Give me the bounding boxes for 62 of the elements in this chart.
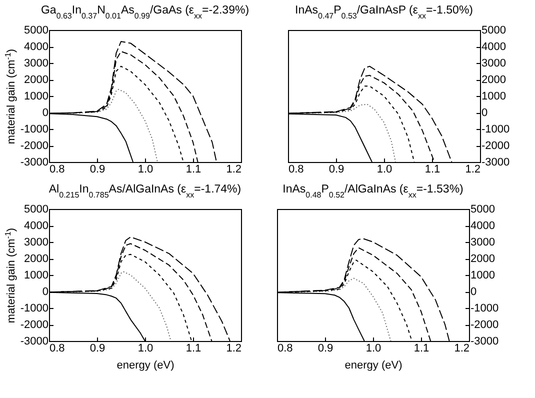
y-tick-label: 2000 (24, 74, 48, 86)
x-tick-label: 1.2 (226, 164, 242, 176)
y2-tick-label: 4000 (470, 220, 495, 232)
y-tick-label: 5000 (24, 24, 48, 36)
chart-title: InAs$_{0.47}$P$_{0.53}$/GaInAsP (ε$_{xx}$=-1.50%) (295, 4, 474, 20)
y2-tick-label: -1000 (482, 124, 510, 136)
y-tick-label: 5000 (24, 204, 48, 216)
x-tick-label: 0.8 (278, 342, 293, 354)
y2-tick-label: 1000 (470, 270, 495, 282)
x-tick-label: 1.0 (376, 164, 392, 176)
y2-tick-label: 5000 (482, 24, 506, 36)
y2-tick-label: -2000 (470, 319, 499, 331)
x-tick-label: 1.0 (366, 342, 382, 354)
y-tick-label: 4000 (24, 220, 48, 232)
y-tick-label: -2000 (20, 319, 48, 331)
y2-tick-label: -3000 (482, 156, 510, 168)
x-tick-label: 1.2 (465, 164, 480, 176)
x-tick-label: 1.1 (424, 164, 440, 176)
y-tick-label: -3000 (20, 336, 48, 348)
y-tick-label: -3000 (20, 156, 48, 168)
x-tick-label: 1.1 (186, 164, 202, 176)
x-tick-label: 1.2 (454, 342, 470, 354)
y-tick-label: 1000 (24, 90, 48, 102)
y2-tick-label: 3000 (482, 58, 506, 70)
chart-title: Al$_{0.215}$In$_{0.785}$As/AlGaInAs (ε$_{xx}$=-1.74%) (48, 184, 242, 199)
x-tick-label: 1.1 (186, 342, 202, 354)
x-axis-title: energy (eV) (116, 360, 174, 372)
y2-tick-label: 4000 (482, 41, 506, 53)
y-tick-label: 4000 (24, 41, 48, 53)
x-tick-label: 0.9 (90, 342, 106, 354)
y-tick-label: -1000 (20, 302, 48, 314)
y-tick-label: -1000 (20, 124, 48, 136)
y2-tick-label: 3000 (470, 236, 495, 248)
y-tick-label: 3000 (24, 58, 48, 70)
y2-tick-label: 2000 (482, 74, 506, 86)
x-tick-label: 0.9 (90, 164, 106, 176)
y-tick-label: 0 (42, 286, 48, 298)
y-tick-label: 3000 (24, 236, 48, 248)
chart-title: Ga$_{0.63}$In$_{0.37}$N$_{0.01}$As$_{0.99}$/GaAs (ε$_{xx}$=-2.39%) (40, 4, 250, 20)
y-tick-label: 2000 (24, 253, 48, 265)
y-tick-label: 0 (42, 107, 48, 119)
x-tick-label: 0.9 (328, 164, 344, 176)
y2-tick-label: -2000 (482, 140, 510, 152)
chart-title: InAs$_{0.48}$P$_{0.52}$/AlGaInAs (ε$_{xx}$=-1.53%) (282, 184, 464, 199)
y2-tick-label: 0 (482, 107, 488, 119)
y2-tick-label: 1000 (482, 90, 506, 102)
y-tick-label: -2000 (20, 140, 48, 152)
y2-tick-label: 5000 (470, 204, 495, 216)
x-tick-label: 1.0 (138, 164, 154, 176)
x-tick-label: 1.2 (226, 342, 242, 354)
y2-tick-label: -3000 (470, 336, 499, 348)
y2-tick-label: 2000 (470, 253, 495, 265)
y-tick-label: 1000 (24, 270, 48, 282)
x-axis-title: energy (eV) (344, 360, 402, 372)
x-tick-label: 0.8 (50, 342, 65, 354)
y2-tick-label: -1000 (470, 302, 499, 314)
x-tick-label: 1.1 (414, 342, 430, 354)
x-tick-label: 1.0 (138, 342, 154, 354)
x-tick-label: 0.8 (288, 164, 304, 176)
x-tick-label: 0.8 (50, 164, 65, 176)
y2-tick-label: 0 (470, 286, 477, 298)
x-tick-label: 0.9 (318, 342, 334, 354)
